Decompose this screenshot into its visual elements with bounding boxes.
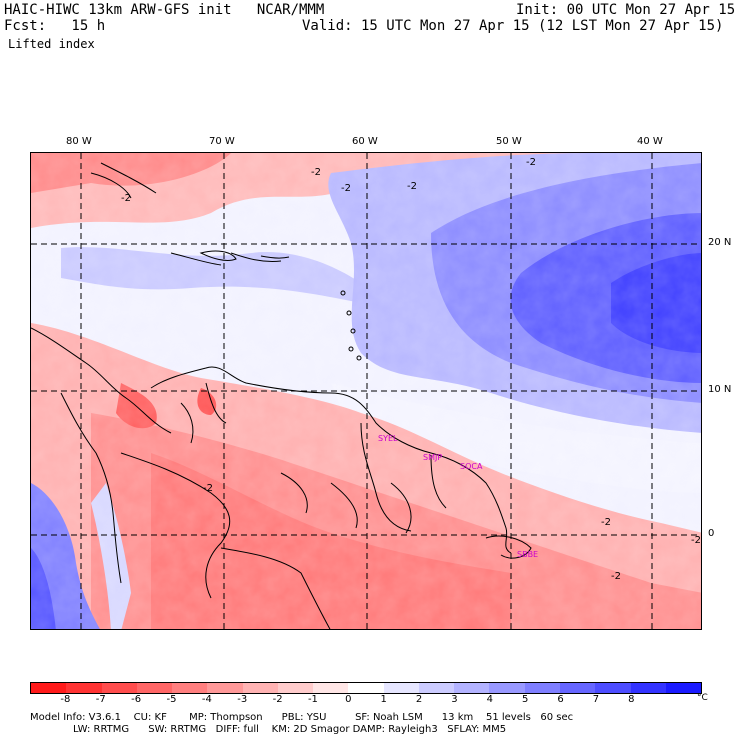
lon-label-70w: 70 W	[209, 136, 235, 147]
colorbar-cell	[242, 683, 278, 693]
colorbar-tick-label: 0	[345, 694, 352, 705]
colorbar-tick-label: 4	[486, 694, 493, 705]
colorbar-cell	[665, 683, 702, 693]
lat-label-0: 0	[708, 528, 715, 539]
contour-labels: -2 -2 -2 -2 -2 -2 -2 -2 -2	[121, 157, 701, 582]
colorbar-tick-label: -8	[60, 694, 71, 705]
colorbar-tick-label: -7	[95, 694, 106, 705]
lon-label-80w: 80 W	[66, 136, 92, 147]
colorbar-unit: °C	[697, 693, 708, 703]
colorbar-cell	[559, 683, 596, 693]
model-title: HAIC-HIWC 13km ARW-GFS init NCAR/MMM	[4, 2, 325, 18]
contour-label: -2	[611, 571, 621, 582]
colorbar-tick-label: -4	[201, 694, 212, 705]
colorbar-tick-label: 3	[451, 694, 458, 705]
valid-time: Valid: 15 UTC Mon 27 Apr 15 (12 LST Mon …	[302, 18, 724, 34]
forecast-hour: Fcst: 15 h	[4, 18, 106, 34]
colorbar-cell	[172, 683, 208, 693]
station-labels: SYEL SMJP SOCA SBBE	[378, 434, 538, 559]
colorbar-tick-label: 5	[521, 694, 529, 705]
init-time: Init: 00 UTC Mon 27 Apr 15	[516, 2, 736, 18]
island-outlines	[199, 250, 362, 361]
colorbar-cell	[524, 683, 560, 693]
colorbar-cell	[418, 683, 455, 693]
colorbar-tick-label: 7	[592, 694, 600, 705]
colorbar-cell	[31, 683, 67, 693]
contour-label: -2	[407, 181, 417, 192]
colorbar-cell	[489, 683, 525, 693]
model-info-line2: LW: RRTMG SW: RRTMG DIFF: full KM: 2D Sm…	[73, 724, 507, 735]
lat-lon-grid	[31, 153, 701, 629]
colorbar-cell	[313, 683, 349, 693]
lat-label-20n: 20 N	[708, 237, 732, 248]
station-syel: SYEL	[378, 434, 398, 443]
colorbar-cell	[207, 683, 243, 693]
colorbar-tick-label: 8	[628, 694, 635, 705]
colorbar-tick-label: 6	[557, 694, 564, 705]
colorbar-cell	[277, 683, 314, 693]
colorbar-cell	[66, 683, 102, 693]
colorbar-cell	[630, 683, 666, 693]
field-name: Lifted index	[8, 37, 95, 51]
colorbar-tick-label: -5	[166, 694, 177, 705]
colorbar-tick-label: -2	[272, 694, 283, 705]
colorbar-cell	[348, 683, 384, 693]
contour-label: -2	[311, 167, 321, 178]
colorbar-tick-label: 2	[415, 694, 423, 705]
colorbar-tick-label: -1	[307, 694, 318, 705]
map-canvas: -2 -2 -2 -2 -2 -2 -2 -2 -2 SYEL SMJP SOC…	[31, 153, 701, 629]
contour-label: -2	[203, 483, 213, 494]
colorbar-tick-label: -3	[237, 694, 248, 705]
colorbar-tick-label: 1	[380, 694, 387, 705]
coastlines	[31, 162, 532, 629]
lon-label-50w: 50 W	[496, 136, 522, 147]
contour-label: -2	[526, 157, 536, 168]
colorbar-cell	[595, 683, 631, 693]
colorbar-cell	[101, 683, 137, 693]
lon-label-60w: 60 W	[352, 136, 378, 147]
contour-label: -2	[121, 193, 131, 204]
station-soca: SOCA	[460, 462, 483, 471]
colorbar-cell	[383, 683, 419, 693]
contour-label: -2	[341, 183, 351, 194]
contour-label: -2	[601, 517, 611, 528]
lifted-index-map: -2 -2 -2 -2 -2 -2 -2 -2 -2 SYEL SMJP SOC…	[30, 152, 702, 630]
lon-label-40w: 40 W	[637, 136, 663, 147]
colorbar-cell	[136, 683, 173, 693]
station-smjp: SMJP	[423, 453, 442, 462]
colorbar-cell	[454, 683, 490, 693]
colorbar	[30, 682, 702, 694]
colorbar-tick-label: -6	[131, 694, 142, 705]
lat-label-10n: 10 N	[708, 384, 732, 395]
station-sbbe: SBBE	[517, 550, 538, 559]
contour-label: -2	[691, 535, 701, 546]
model-info-line1: Model Info: V3.6.1 CU: KF MP: Thompson P…	[30, 712, 574, 723]
